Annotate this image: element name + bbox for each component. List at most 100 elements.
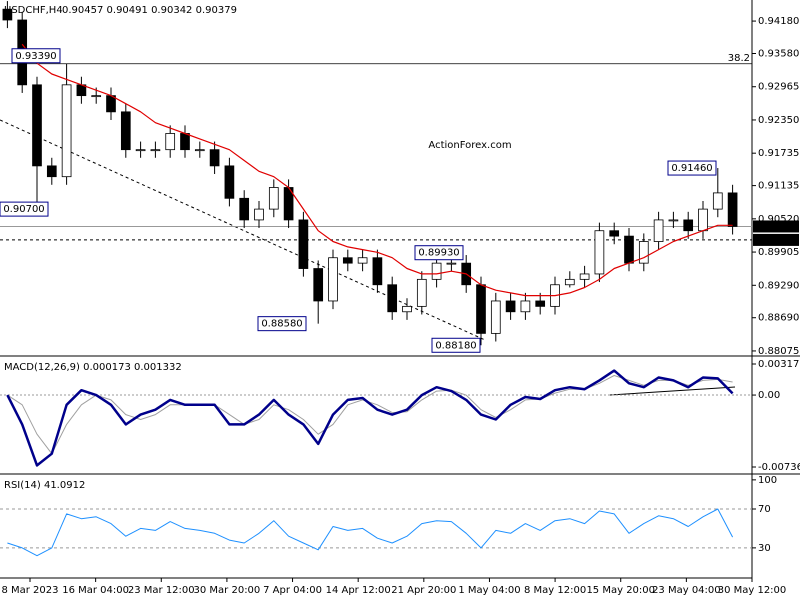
candle-body <box>91 95 102 98</box>
candle-body <box>683 219 694 232</box>
candle-body <box>638 241 649 264</box>
x-tick-label: 23 May 04:00 <box>652 585 721 596</box>
indicator-line <box>7 508 734 557</box>
panel-subtitle: 0.90457 0.90491 0.90342 0.90379 <box>62 5 237 16</box>
candle-body <box>402 305 412 313</box>
y-tick-label: 0.88075 <box>758 346 799 357</box>
panel-title: RSI(14) 41.0912 <box>4 480 85 491</box>
y-tick-label: 0.93580 <box>758 48 799 59</box>
candle-body <box>239 197 250 221</box>
candle-body <box>476 284 486 334</box>
annotation-label: 0.90700 <box>3 204 44 215</box>
candle-body <box>150 149 161 152</box>
candle-body <box>416 278 427 307</box>
candle-body <box>372 257 383 286</box>
annotation-box <box>431 337 481 353</box>
x-tick-label: 30 May 12:00 <box>718 585 787 596</box>
candle-body <box>2 8 13 21</box>
x-tick-label: 30 Mar 20:00 <box>194 585 261 596</box>
y-tick-label: 0.91135 <box>758 181 799 192</box>
x-tick-label: 8 Mar 2023 <box>1 585 58 596</box>
x-tick-label: 14 Apr 12:00 <box>326 585 391 596</box>
annotation-box <box>0 201 49 217</box>
candle-body <box>313 268 324 302</box>
y-tick-label: 0.92350 <box>758 115 799 126</box>
trend-line <box>0 119 486 341</box>
candle-body <box>357 257 368 264</box>
annotation-label: 0.88180 <box>435 340 476 351</box>
candle-body <box>446 262 457 265</box>
indicator-line <box>6 369 734 467</box>
candle-body <box>342 257 353 264</box>
y-tick-label: 0.90520 <box>758 214 799 225</box>
candle-body <box>490 300 501 334</box>
x-tick-label: 1 May 04:00 <box>458 585 520 596</box>
candle-body <box>431 262 442 280</box>
candle-body <box>505 300 516 313</box>
watermark: ActionForex.com <box>428 140 511 151</box>
y-tick-label: 0.89290 <box>758 280 799 291</box>
annotation-box <box>414 245 464 261</box>
annotation-box <box>257 316 307 332</box>
fib-label: 38.2 <box>728 53 750 64</box>
candle-body <box>594 230 605 275</box>
candle-body <box>535 300 546 307</box>
annotation-label: 0.93390 <box>15 51 56 62</box>
candle-body <box>165 133 176 151</box>
y-tick-label: 100 <box>758 475 777 486</box>
x-tick-label: 21 Apr 20:00 <box>391 585 456 596</box>
candle-body <box>254 208 264 221</box>
candle-body <box>653 219 664 242</box>
candle-body <box>194 149 205 152</box>
annotation-label: 0.88580 <box>261 319 302 330</box>
annotation-box <box>667 160 717 176</box>
candle-body <box>328 257 338 302</box>
y-tick-label: 0.00 <box>758 390 780 401</box>
macd-support-line <box>609 386 736 396</box>
x-tick-label: 7 Apr 04:00 <box>263 585 322 596</box>
x-tick-label: 8 May 12:00 <box>524 585 586 596</box>
y-tick-label: 30 <box>758 543 771 554</box>
candle-body <box>46 165 57 178</box>
y-tick-label: 0.94180 <box>758 16 799 27</box>
candle-body <box>32 84 42 167</box>
y-tick-label: 0.003178 <box>758 359 800 370</box>
candle-body <box>727 192 738 227</box>
candle-body <box>520 300 531 313</box>
candle-body <box>712 192 723 210</box>
price-label: 0.90130 <box>757 235 798 246</box>
x-tick-label: 15 May 20:00 <box>586 585 655 596</box>
x-tick-label: 16 Mar 04:00 <box>62 585 129 596</box>
y-tick-label: 0.89905 <box>758 247 799 258</box>
candle-body <box>698 208 708 232</box>
annotation-label: 0.89930 <box>418 248 459 259</box>
candle-body <box>209 149 220 167</box>
candle-body <box>268 187 279 210</box>
candle-body <box>624 235 634 264</box>
panel-title: MACD(12,26,9) 0.000173 0.001332 <box>4 362 182 373</box>
y-tick-label: 0.92965 <box>758 82 799 93</box>
moving-average <box>21 43 733 297</box>
candle-body <box>106 95 116 113</box>
candle-body <box>609 230 620 237</box>
annotation-label: 0.91460 <box>671 163 712 174</box>
price-label-box <box>753 220 799 233</box>
candle-body <box>579 273 590 280</box>
candle-body <box>120 111 131 151</box>
y-tick-label: 70 <box>758 504 771 515</box>
candle-body <box>224 165 235 199</box>
candle-body <box>387 284 398 313</box>
panel-title: USDCHF,H4 <box>4 5 63 16</box>
price-label: 0.90379 <box>757 221 798 232</box>
candle-body <box>61 84 72 178</box>
price-label-box <box>753 233 799 246</box>
candle-body <box>668 219 679 222</box>
y-tick-label: 0.88690 <box>758 313 799 324</box>
y-tick-label: 0.91735 <box>758 148 799 159</box>
candle-body <box>298 219 309 269</box>
candle-body <box>180 133 190 151</box>
y-tick-label: -0.007361 <box>758 462 800 473</box>
candle-body <box>564 278 575 286</box>
